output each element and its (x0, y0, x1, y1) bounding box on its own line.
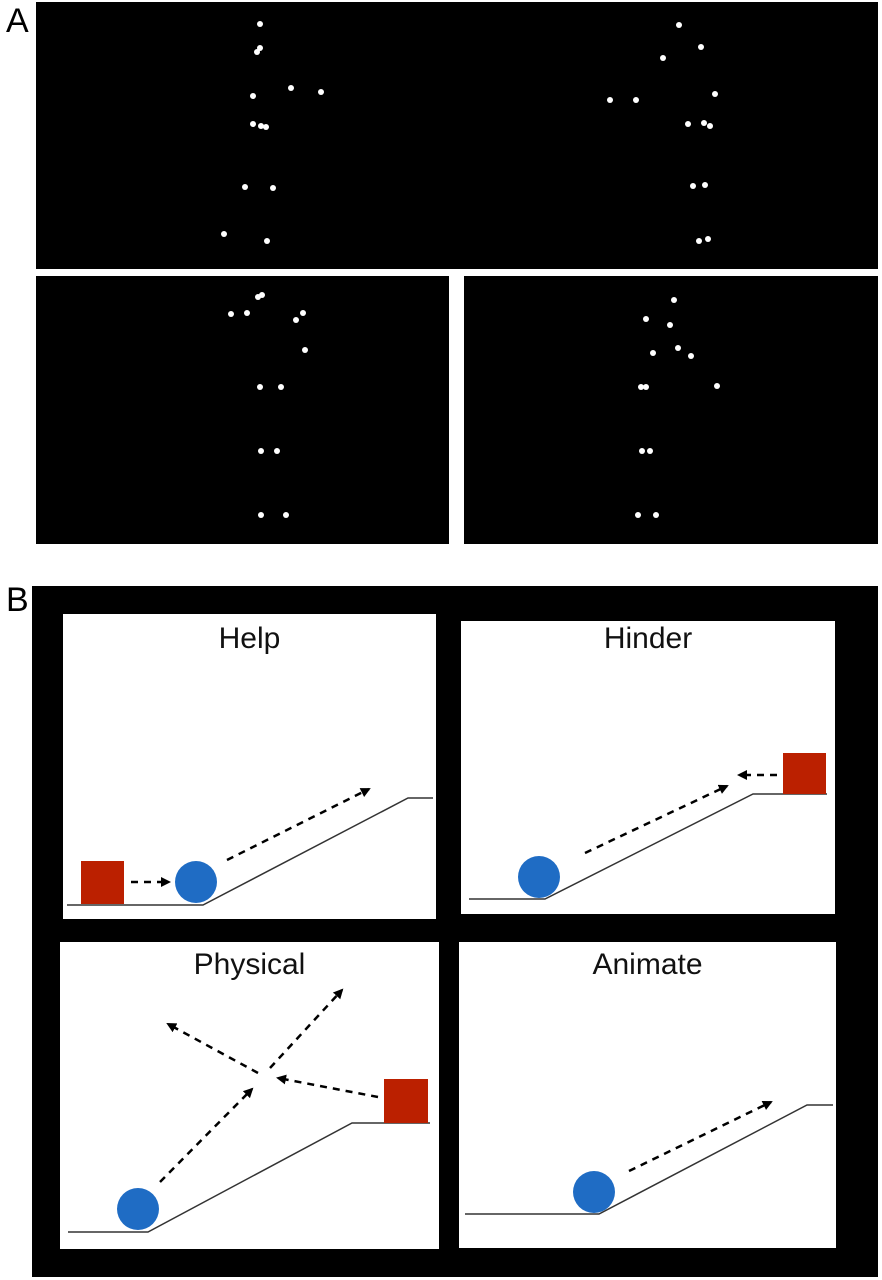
point-light-dot (257, 384, 263, 390)
point-light-dot (633, 97, 639, 103)
dashed-arrow (269, 988, 344, 1069)
point-light-dot (318, 89, 324, 95)
scene-hinder (469, 753, 827, 900)
point-light-dot (255, 294, 261, 300)
point-light-dot (698, 44, 704, 50)
point-light-dot (270, 185, 276, 191)
card-title-hinder: Hinder (603, 622, 693, 655)
dashed-arrow (226, 787, 371, 862)
point-light-dot (653, 512, 659, 518)
dashed-arrow (628, 1100, 773, 1173)
point-light-dot (278, 384, 284, 390)
point-light-dot (714, 383, 720, 389)
point-light-dot (288, 85, 294, 91)
red-square (783, 753, 826, 794)
point-light-dot (647, 448, 653, 454)
blue-circle (175, 861, 217, 903)
point-light-frame-bottom-right (464, 276, 878, 544)
point-light-dot (264, 238, 270, 244)
point-light-dot (676, 22, 682, 28)
point-light-dot (250, 121, 256, 127)
point-light-frame-bottom-left (36, 276, 449, 544)
point-light-dot (701, 120, 707, 126)
panel-label-a: A (6, 2, 29, 40)
point-light-dot (702, 182, 708, 188)
point-light-dot (671, 297, 677, 303)
point-light-dot (643, 384, 649, 390)
point-light-dot (259, 292, 265, 298)
ramp (67, 797, 433, 906)
scene-help (67, 787, 433, 906)
point-light-dot (685, 121, 691, 127)
point-light-dot (283, 512, 289, 518)
point-light-dot (228, 311, 234, 317)
point-light-dot (263, 124, 269, 130)
red-square (81, 861, 124, 904)
point-light-dot (707, 123, 713, 129)
point-light-dot (300, 310, 306, 316)
point-light-dot (638, 384, 644, 390)
ramp (465, 1104, 833, 1215)
dashed-arrow (166, 1022, 259, 1075)
point-light-dot (705, 236, 711, 242)
blue-circle (518, 856, 560, 898)
card-help: Help (63, 614, 436, 919)
scene-physical (68, 988, 430, 1233)
point-light-dot (293, 317, 299, 323)
dashed-arrow (276, 1074, 379, 1099)
point-light-dot (696, 238, 702, 244)
point-light-dot (258, 512, 264, 518)
panel-label-b: B (6, 581, 29, 619)
point-light-dot (257, 45, 263, 51)
point-light-dot (639, 448, 645, 454)
point-light-dot (244, 310, 250, 316)
point-light-dot (675, 345, 681, 351)
point-light-dot (274, 448, 280, 454)
card-title-physical: Physical (193, 948, 306, 981)
scene-animate (465, 1100, 833, 1215)
point-light-dot (690, 183, 696, 189)
dashed-arrow (159, 1087, 254, 1183)
point-light-dot (688, 353, 694, 359)
point-light-dot (302, 347, 308, 353)
card-hinder: Hinder (461, 621, 835, 914)
dashed-arrow (584, 784, 729, 855)
card-title-help: Help (218, 622, 281, 655)
point-light-dot (257, 21, 263, 27)
point-light-dot (635, 512, 641, 518)
card-title-animate: Animate (592, 948, 703, 981)
point-light-dot (250, 93, 256, 99)
point-light-dot (254, 49, 260, 55)
point-light-dot (712, 91, 718, 97)
point-light-frame-top (36, 2, 878, 269)
blue-circle (573, 1171, 615, 1213)
card-physical: Physical (60, 942, 439, 1249)
point-light-dot (221, 231, 227, 237)
red-square (384, 1079, 428, 1123)
point-light-dot (258, 448, 264, 454)
point-light-dot (667, 322, 673, 328)
point-light-dot (660, 55, 666, 61)
point-light-dot (242, 184, 248, 190)
point-light-dot (643, 316, 649, 322)
point-light-dot (607, 97, 613, 103)
point-light-dot (258, 123, 264, 129)
card-animate: Animate (459, 942, 836, 1248)
point-light-dot (650, 350, 656, 356)
blue-circle (117, 1188, 159, 1230)
